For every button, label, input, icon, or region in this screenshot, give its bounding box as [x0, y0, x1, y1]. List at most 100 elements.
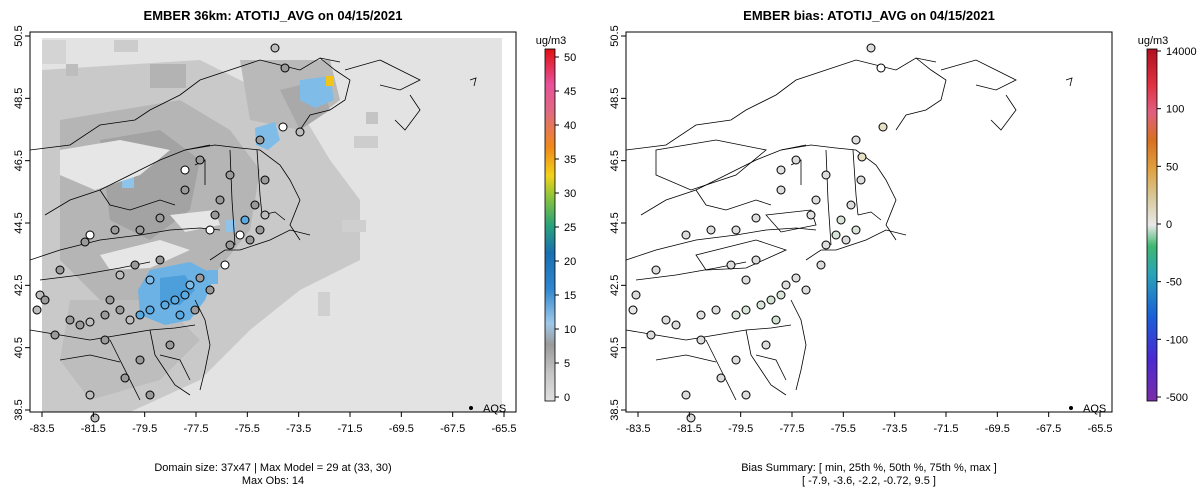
station-point [751, 213, 761, 223]
station-point [215, 195, 225, 205]
left-colorbar-ticks: 0 5 10 15 20 25 30 35 40 45 50 [555, 52, 576, 404]
colorbar-tick-label: 14000 [1166, 46, 1197, 58]
station-point [135, 225, 145, 235]
station-point [55, 265, 65, 275]
x-tick-label: -79.5 [132, 423, 157, 435]
station-point [280, 63, 290, 73]
right-legend-label: AQS [1083, 403, 1106, 415]
colorbar-tick-label: 10 [564, 324, 576, 336]
station-point [110, 225, 120, 235]
station-point [185, 280, 195, 290]
station-point [145, 275, 155, 285]
station-point [741, 275, 751, 285]
x-tick-label: -69.5 [389, 423, 414, 435]
station-point [160, 300, 170, 310]
station-point [210, 210, 220, 220]
station-point [245, 235, 255, 245]
right-footer-line2: [ -7.9, -3.6, -2.2, -0.72, 9.5 ] [802, 475, 936, 487]
station-point [75, 320, 85, 330]
station-point [776, 185, 786, 195]
station-point [661, 315, 671, 325]
left-plot-frame [29, 31, 517, 413]
station-point [856, 175, 866, 185]
y-tick-label: 46.5 [609, 150, 621, 171]
x-tick-label: -81.5 [677, 423, 702, 435]
station-point [681, 390, 691, 400]
station-point [145, 305, 155, 315]
station-point [741, 390, 751, 400]
station-point [165, 340, 175, 350]
station-point [671, 320, 681, 330]
station-point [716, 373, 726, 383]
right-panel: EMBER bias: ATOTIJ_AVG on 04/15/2021 [609, 8, 1197, 487]
right-colorbar-ticks: 14000 100 50 0 -50 -100 -500 [1157, 46, 1197, 404]
left-title: EMBER 36km: ATOTIJ_AVG on 04/15/2021 [144, 8, 403, 23]
y-tick-label: 48.5 [609, 88, 621, 109]
y-tick-label: 50.5 [609, 25, 621, 46]
station-point [821, 170, 831, 180]
station-point [195, 155, 205, 165]
left-footer-line2: Max Obs: 14 [242, 475, 304, 487]
right-x-axis: -83.5 -81.5 -79.5 -77.5 -75.5 -73.5 -71.5 -69.5… [625, 412, 1113, 435]
x-tick-label: -83.5 [29, 423, 54, 435]
right-colorbar-unit: ug/m3 [1138, 35, 1169, 47]
left-model-grid [30, 32, 516, 412]
station-point [90, 413, 100, 423]
station-point [791, 273, 801, 283]
left-colorbar-unit: ug/m3 [536, 35, 567, 47]
y-tick-label: 42.5 [13, 275, 25, 296]
station-point [878, 122, 888, 132]
station-point [821, 240, 831, 250]
colorbar-tick-label: 20 [564, 256, 576, 268]
station-point [220, 260, 230, 270]
y-tick-label: 50.5 [13, 25, 25, 46]
station-point [180, 185, 190, 195]
colorbar-tick-label: -500 [1166, 392, 1188, 404]
x-tick-label: -65.5 [1087, 423, 1112, 435]
y-tick-label: 38.5 [13, 399, 25, 420]
station-point [135, 355, 145, 365]
station-point [841, 235, 851, 245]
station-point [646, 330, 656, 340]
station-point [115, 305, 125, 315]
station-point [791, 155, 801, 165]
station-point [80, 237, 90, 247]
station-point [776, 165, 786, 175]
station-point [857, 152, 867, 162]
y-tick-label: 48.5 [13, 88, 25, 109]
station-point [225, 240, 235, 250]
station-point [100, 310, 110, 320]
station-point [85, 390, 95, 400]
station-point [628, 305, 638, 315]
blue-region-nb [300, 76, 334, 108]
station-point [295, 127, 305, 137]
station-point [846, 200, 856, 210]
left-panel: EMBER 36km: ATOTIJ_AVG on 04/15/2021 [13, 8, 576, 487]
left-boundaries [30, 57, 477, 401]
station-point [65, 315, 75, 325]
y-tick-label: 44.5 [609, 212, 621, 233]
right-stations [628, 43, 888, 423]
right-plot-frame [625, 31, 1113, 413]
lake-huron [60, 140, 170, 190]
station-point [851, 225, 861, 235]
station-point [85, 317, 95, 327]
station-point [195, 273, 205, 283]
station-point [225, 170, 235, 180]
right-title: EMBER bias: ATOTIJ_AVG on 04/15/2021 [743, 8, 995, 23]
left-legend-label: AQS [483, 403, 506, 415]
colorbar-tick-label: 30 [564, 188, 576, 200]
y-tick-label: 46.5 [13, 150, 25, 171]
colorbar-tick-label: 5 [564, 358, 570, 370]
station-point [260, 175, 270, 185]
station-point [105, 295, 115, 305]
x-tick-label: -65.5 [491, 423, 516, 435]
station-point [125, 315, 135, 325]
station-point [816, 260, 826, 270]
station-point [771, 315, 781, 325]
colorbar-tick-label: 50 [1166, 161, 1178, 173]
y-tick-label: 44.5 [13, 212, 25, 233]
station-point [781, 280, 791, 290]
station-point [50, 330, 60, 340]
